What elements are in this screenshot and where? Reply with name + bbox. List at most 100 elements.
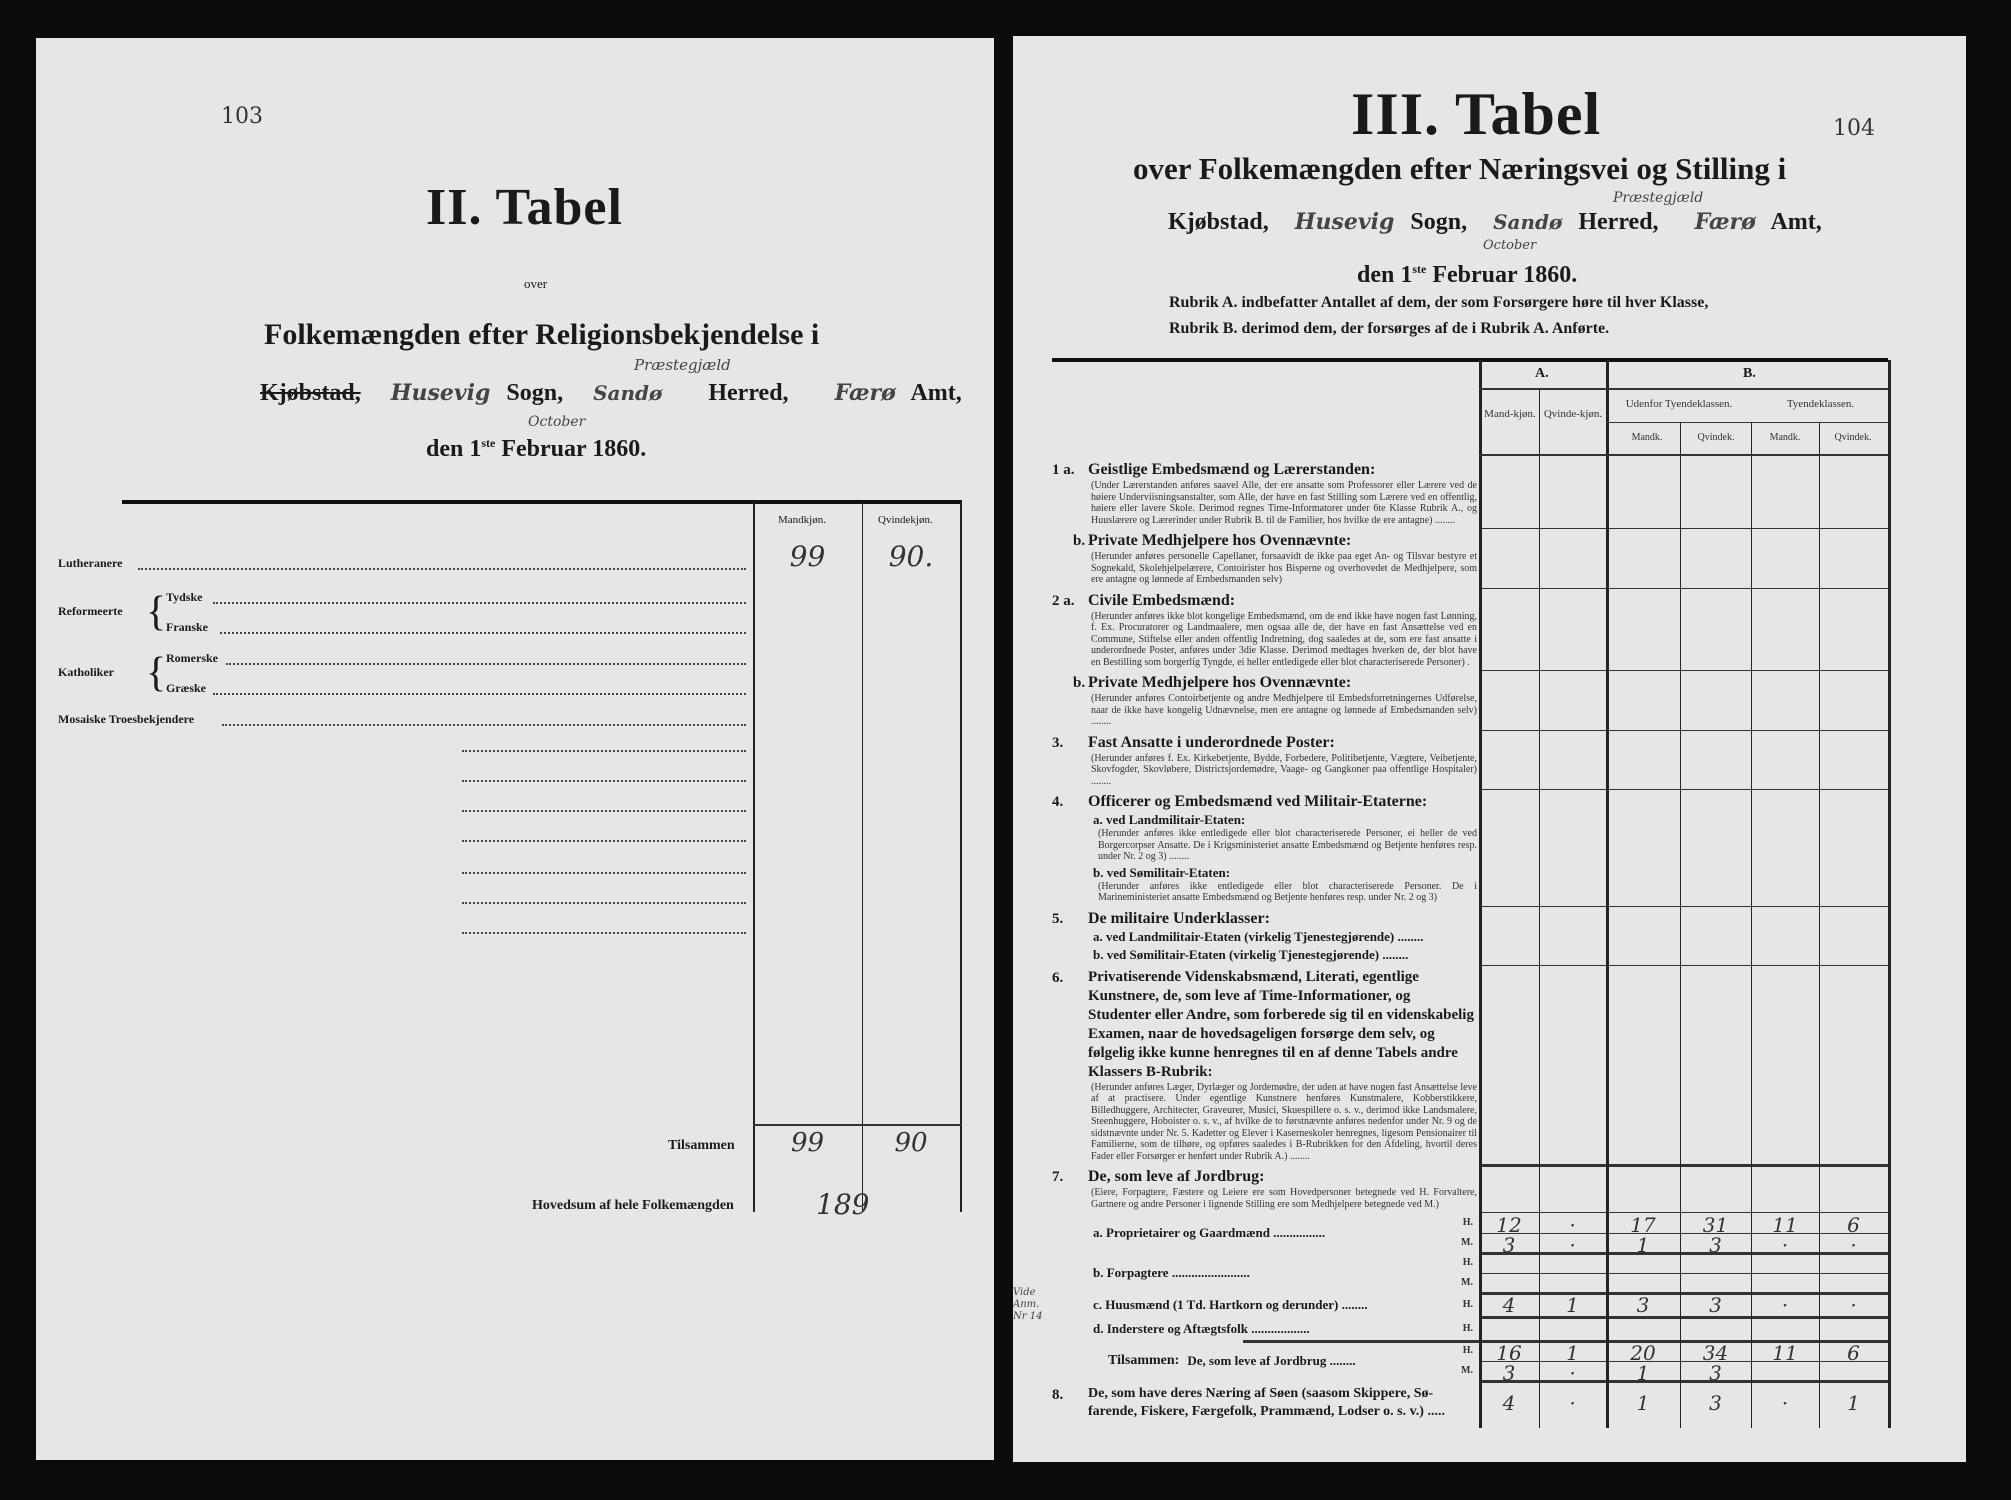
row-line — [1479, 528, 1888, 529]
section-title: Officerer og Embedsmænd ved Militair-Eta… — [1088, 793, 1428, 810]
cell-value: 20 — [1630, 1341, 1656, 1365]
month-handwritten: October — [528, 414, 586, 430]
subsection-a-note: (Herunder anføres ikke entledigede eller… — [1098, 828, 1477, 862]
total-qvindekjon: 90 — [894, 1128, 928, 1158]
cell-value: · — [1781, 1391, 1789, 1415]
agriculture-row-label: b. Forpagtere ........................ — [1093, 1265, 1250, 1280]
header-b: B. — [1743, 366, 1756, 381]
subtitle: over Folkemængden efter Næringsvei og St… — [1133, 151, 1787, 186]
cell-value — [1479, 1319, 1539, 1339]
brace-icon: { — [146, 589, 167, 635]
column-line — [1680, 422, 1681, 1428]
rubrik-a-note: Rubrik A. indbefatter Antallet af dem, d… — [1169, 294, 1709, 311]
cell-value: 16 — [1496, 1341, 1522, 1365]
agriculture-total-row: Tilsammen: De, som leve af Jordbrug .....… — [1052, 1341, 1477, 1381]
cell-value: 3 — [1502, 1361, 1516, 1385]
divider — [1052, 358, 1888, 362]
herred-handwritten: Sandø — [1493, 210, 1563, 234]
date-month: Februar — [1432, 262, 1518, 288]
cell-value: 1 — [1636, 1361, 1650, 1385]
row-label: Lutheranere — [58, 556, 123, 570]
header-tyendeklassen: Tyendeklassen. — [1786, 398, 1855, 410]
section-6: 4. Officerer og Embedsmænd ved Militair-E… — [1052, 790, 1477, 907]
header-line — [1606, 422, 1888, 423]
divider — [122, 500, 962, 504]
row-line — [1479, 1252, 1888, 1255]
cell-value: 3 — [1709, 1361, 1722, 1385]
herred-label: Herred, — [708, 380, 789, 406]
section-number: 8. — [1052, 1387, 1064, 1403]
cell-value — [1819, 1275, 1888, 1295]
section-8: 6. Privatiserende Videnskabsmænd, Literat… — [1052, 966, 1477, 1166]
cell-value: 1 — [1566, 1341, 1579, 1365]
row-line — [1479, 789, 1888, 790]
cell-value: 4 — [1502, 1391, 1516, 1415]
section-4: b. Private Medhjelpere hos Ovennævnte: (He… — [1052, 671, 1477, 731]
amt-handwritten: Færø — [834, 380, 896, 406]
page-number: 103 — [221, 104, 263, 129]
margin-note: Vide Anm. Nr 14 — [1013, 1287, 1043, 1322]
dot-leader — [213, 602, 746, 604]
amt-label: Amt, — [1770, 209, 1822, 235]
section-title: De, som have deres Næring af Søen (saaso… — [1088, 1385, 1477, 1421]
cell-value — [1751, 1363, 1819, 1383]
header-line — [1479, 454, 1888, 456]
row-mark-m: M. — [1461, 1237, 1473, 1248]
blank-dot-leader — [462, 750, 746, 752]
subtitle: Folkemængden efter Religionsbekjendelse … — [264, 318, 820, 351]
row-mark-h: H. — [1462, 1323, 1473, 1334]
row-line — [1479, 965, 1888, 966]
section-title: Geistlige Embedsmænd og Lærerstanden: — [1088, 461, 1376, 478]
section-number: 3. — [1052, 734, 1064, 751]
row-line — [1479, 1361, 1888, 1362]
agriculture-row-label: d. Inderstere og Aftægtsfolk ...........… — [1093, 1321, 1310, 1336]
occupation-sections: 1 a. Geistlige Embedsmænd og Lærerstanden… — [1052, 458, 1477, 1424]
section-title-line2: farende, Fiskere, Færgefolk, Prammænd, L… — [1088, 1404, 1445, 1419]
section-note: (Eiere, Forpagtere, Fæstere og Leiere er… — [1091, 1187, 1477, 1210]
place-line: Kjøbstad, Husevig Sogn, Sandø Herred, Fæ… — [1168, 208, 1822, 236]
row-mark-h: H. — [1462, 1217, 1473, 1228]
dot-leader — [222, 724, 746, 726]
section-3: 2 a. Civile Embedsmænd: (Herunder anføres … — [1052, 589, 1477, 672]
place-line: Kjøbstad, Husevig Sogn, Sandø Herred, Fæ… — [260, 380, 962, 407]
total-label: Tilsammen — [668, 1138, 735, 1153]
row-line — [1479, 1164, 1888, 1167]
cell-value — [1819, 1363, 1888, 1383]
date-den: den 1 — [426, 436, 482, 462]
section-number: b. — [1073, 533, 1086, 549]
agriculture-row: d. Inderstere og Aftægtsfolk ...........… — [1052, 1317, 1477, 1341]
row-line — [1479, 730, 1888, 731]
header-mandk: Mandk. — [1769, 432, 1801, 443]
row-line — [1479, 1316, 1888, 1319]
table-title: III. Tabel — [1351, 81, 1602, 147]
rubrik-b-note: Rubrik B. derimod dem, der forsørges af … — [1169, 320, 1610, 337]
sogn-label: Sogn, — [506, 380, 564, 406]
section-note: (Under Lærerstanden anføres saavel Alle,… — [1091, 480, 1477, 526]
cell-value: · — [1569, 1233, 1576, 1257]
cell-value — [1539, 1319, 1606, 1339]
total-text: De, som leve af Jordbrug ........ — [1187, 1353, 1356, 1368]
dot-leader — [219, 632, 746, 634]
subsection-a: a. ved Landmilitair-Etaten: — [1093, 812, 1246, 827]
blank-dot-leader — [462, 780, 746, 782]
cell-value — [1539, 1255, 1606, 1275]
row-group-label: Reformeerte — [58, 604, 123, 618]
herred-note: Præstegjæld — [634, 356, 731, 374]
date-year: 1860. — [592, 436, 647, 462]
cell-value: 6 — [1847, 1341, 1860, 1365]
header-qvindekjon: Qvinde-kjøn. — [1543, 408, 1603, 420]
column-header-qvindekjon: Qvindekjøn. — [878, 514, 933, 526]
amt-handwritten: Færø — [1694, 209, 1756, 235]
dot-leader — [137, 568, 746, 570]
cell-value: 11 — [1772, 1213, 1798, 1237]
cell-value: 1 — [1636, 1391, 1650, 1415]
cell-value: · — [1569, 1361, 1576, 1385]
right-page: III. Tabel 104 over Folkemængden efter N… — [1013, 36, 1966, 1462]
cell-value — [1751, 1275, 1819, 1295]
section-2: b. Private Medhjelpere hos Ovennævnte: (He… — [1052, 529, 1477, 589]
header-udenfor-tyendeklassen: Udenfor Tyendeklassen. — [1625, 398, 1733, 410]
table-title: II. Tabel — [426, 179, 623, 236]
cell-value: 3 — [1709, 1233, 1722, 1257]
cell-value: 1 — [1847, 1391, 1860, 1415]
row-line — [1479, 1340, 1888, 1343]
